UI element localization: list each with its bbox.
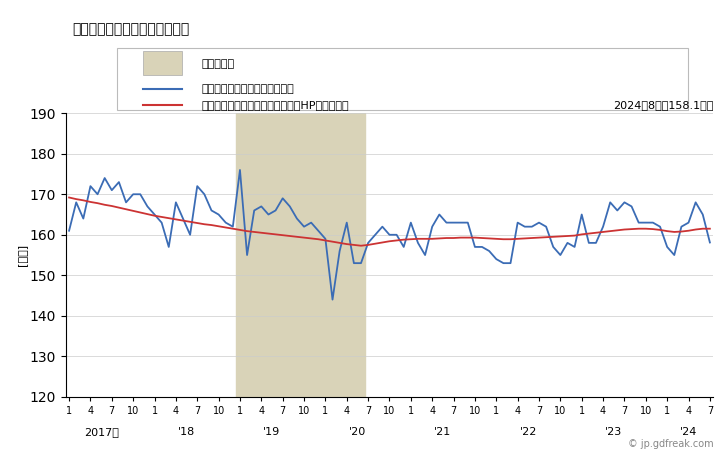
Text: © jp.gdfreak.com: © jp.gdfreak.com	[628, 439, 713, 449]
Text: '20: '20	[349, 428, 366, 437]
Text: '22: '22	[520, 428, 537, 437]
Text: 男性常用労働者の総実労働時間: 男性常用労働者の総実労働時間	[72, 22, 189, 36]
Text: '18: '18	[178, 428, 195, 437]
Text: 2017年: 2017年	[84, 428, 119, 437]
Text: '21: '21	[435, 428, 451, 437]
FancyBboxPatch shape	[143, 51, 182, 75]
Text: '24: '24	[680, 428, 697, 437]
Text: 景気後退期: 景気後退期	[202, 59, 234, 69]
Text: '23: '23	[605, 428, 622, 437]
Y-axis label: [時間]: [時間]	[17, 244, 26, 266]
Text: '19: '19	[264, 428, 280, 437]
Bar	[237, 113, 365, 397]
Text: 2024年8月：158.1時間: 2024年8月：158.1時間	[613, 101, 713, 110]
FancyBboxPatch shape	[117, 48, 687, 110]
Text: 男性常用労働者の総実労働時間: 男性常用労働者の総実労働時間	[202, 84, 294, 94]
Text: 男性常用労働者の総実労働時間（HPフィルタ）: 男性常用労働者の総実労働時間（HPフィルタ）	[202, 100, 349, 110]
